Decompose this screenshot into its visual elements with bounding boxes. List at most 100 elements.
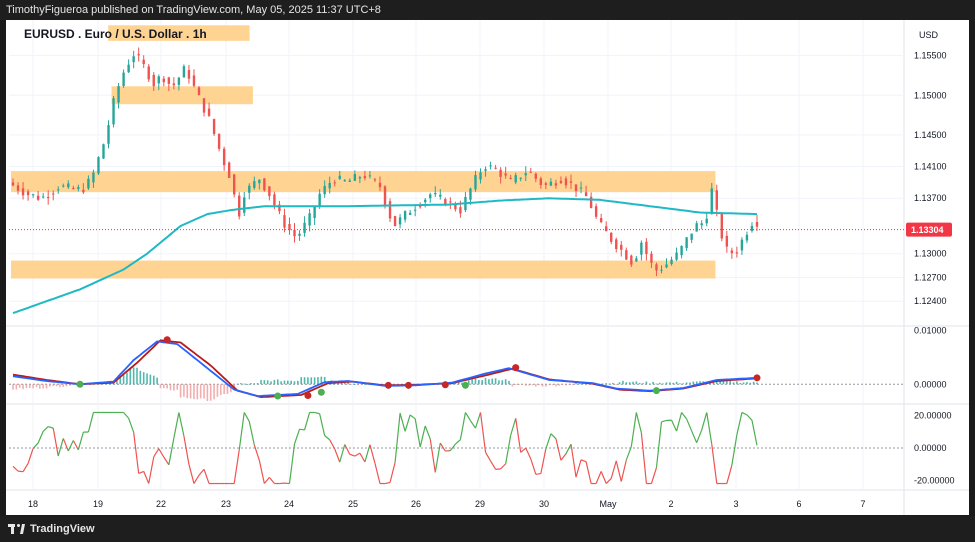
candle-body[interactable] — [413, 209, 417, 211]
candle-body[interactable] — [750, 225, 754, 231]
candle-body[interactable] — [298, 233, 301, 236]
candle-body[interactable] — [755, 222, 759, 227]
candle-body[interactable] — [509, 177, 512, 179]
candle-body[interactable] — [358, 177, 362, 179]
candle-body[interactable] — [670, 259, 673, 265]
candle-body[interactable] — [243, 197, 246, 213]
candle-body[interactable] — [11, 182, 15, 186]
zone-rectangle[interactable] — [11, 171, 716, 193]
candle-body[interactable] — [363, 176, 367, 179]
candle-body[interactable] — [599, 218, 603, 223]
candle-body[interactable] — [338, 175, 341, 179]
candle-body[interactable] — [41, 196, 45, 198]
candle-body[interactable] — [730, 250, 734, 254]
candle-body[interactable] — [172, 83, 176, 86]
candle-body[interactable] — [403, 211, 407, 220]
candle-body[interactable] — [117, 86, 120, 103]
candle-body[interactable] — [454, 204, 457, 210]
candle-body[interactable] — [675, 252, 678, 260]
candle-body[interactable] — [519, 177, 522, 179]
candle-body[interactable] — [383, 186, 387, 206]
candle-body[interactable] — [16, 185, 20, 191]
candle-body[interactable] — [615, 239, 618, 250]
candle-body[interactable] — [222, 148, 226, 166]
macd-cross-dot[interactable] — [304, 392, 312, 399]
macd-cross-dot[interactable] — [274, 392, 282, 400]
macd-cross-dot[interactable] — [512, 364, 520, 372]
candle-body[interactable] — [610, 232, 613, 242]
candle-body[interactable] — [494, 167, 497, 169]
candle-body[interactable] — [439, 194, 442, 197]
candle-body[interactable] — [21, 188, 25, 196]
candle-body[interactable] — [253, 181, 256, 188]
candle-body[interactable] — [660, 269, 663, 271]
candle-body[interactable] — [725, 235, 729, 247]
candle-body[interactable] — [373, 179, 377, 181]
candle-body[interactable] — [579, 187, 583, 189]
candle-body[interactable] — [232, 174, 236, 195]
candle-body[interactable] — [529, 171, 532, 173]
candle-body[interactable] — [353, 174, 357, 181]
macd-cross-dot[interactable] — [317, 388, 325, 396]
candle-body[interactable] — [635, 258, 638, 262]
candle-body[interactable] — [273, 194, 276, 206]
candle-body[interactable] — [484, 169, 487, 171]
candle-body[interactable] — [710, 188, 713, 215]
candle-body[interactable] — [343, 180, 346, 182]
candle-body[interactable] — [594, 206, 598, 217]
candle-body[interactable] — [645, 241, 648, 255]
candle-body[interactable] — [604, 226, 608, 232]
candle-body[interactable] — [479, 172, 482, 180]
candle-body[interactable] — [514, 175, 517, 183]
candle-body[interactable] — [459, 207, 462, 214]
candle-body[interactable] — [559, 180, 563, 184]
candle-body[interactable] — [293, 229, 296, 237]
candle-body[interactable] — [489, 165, 492, 167]
candle-body[interactable] — [424, 199, 427, 203]
candle-body[interactable] — [630, 255, 633, 265]
candle-body[interactable] — [569, 181, 573, 183]
candle-body[interactable] — [444, 199, 447, 206]
candle-body[interactable] — [549, 181, 553, 186]
candle-body[interactable] — [162, 78, 166, 83]
candle-body[interactable] — [474, 175, 477, 190]
candle-body[interactable] — [544, 183, 548, 185]
macd-cross-dot[interactable] — [384, 381, 392, 389]
candle-body[interactable] — [680, 245, 683, 256]
candle-body[interactable] — [303, 222, 306, 233]
candle-body[interactable] — [87, 178, 90, 189]
candle-body[interactable] — [268, 186, 271, 197]
candle-body[interactable] — [348, 180, 352, 182]
candle-body[interactable] — [67, 183, 70, 188]
candle-body[interactable] — [418, 206, 422, 208]
zone-rectangle[interactable] — [11, 260, 716, 279]
candle-body[interactable] — [36, 195, 40, 200]
candle-body[interactable] — [323, 185, 326, 195]
candle-body[interactable] — [197, 87, 201, 96]
candle-body[interactable] — [650, 253, 653, 263]
candle-body[interactable] — [52, 193, 55, 195]
candle-body[interactable] — [735, 252, 739, 254]
candle-body[interactable] — [640, 242, 643, 255]
candle-body[interactable] — [499, 169, 502, 177]
candle-body[interactable] — [97, 157, 100, 174]
candle-body[interactable] — [72, 188, 75, 190]
candle-body[interactable] — [720, 214, 724, 239]
candle-body[interactable] — [238, 195, 241, 217]
candle-body[interactable] — [695, 223, 698, 232]
candle-body[interactable] — [685, 237, 688, 249]
candle-body[interactable] — [705, 218, 708, 224]
candle-body[interactable] — [263, 178, 266, 191]
candle-body[interactable] — [378, 182, 382, 188]
candle-body[interactable] — [62, 185, 65, 187]
candle-body[interactable] — [207, 108, 211, 116]
macd-cross-dot[interactable] — [461, 381, 469, 389]
candle-body[interactable] — [177, 77, 181, 85]
candle-body[interactable] — [26, 191, 30, 196]
candle-body[interactable] — [152, 74, 155, 87]
candle-body[interactable] — [625, 250, 628, 260]
zone-rectangle[interactable] — [108, 25, 250, 41]
candle-body[interactable] — [665, 264, 668, 268]
candle-body[interactable] — [393, 216, 397, 227]
candle-body[interactable] — [167, 77, 171, 84]
